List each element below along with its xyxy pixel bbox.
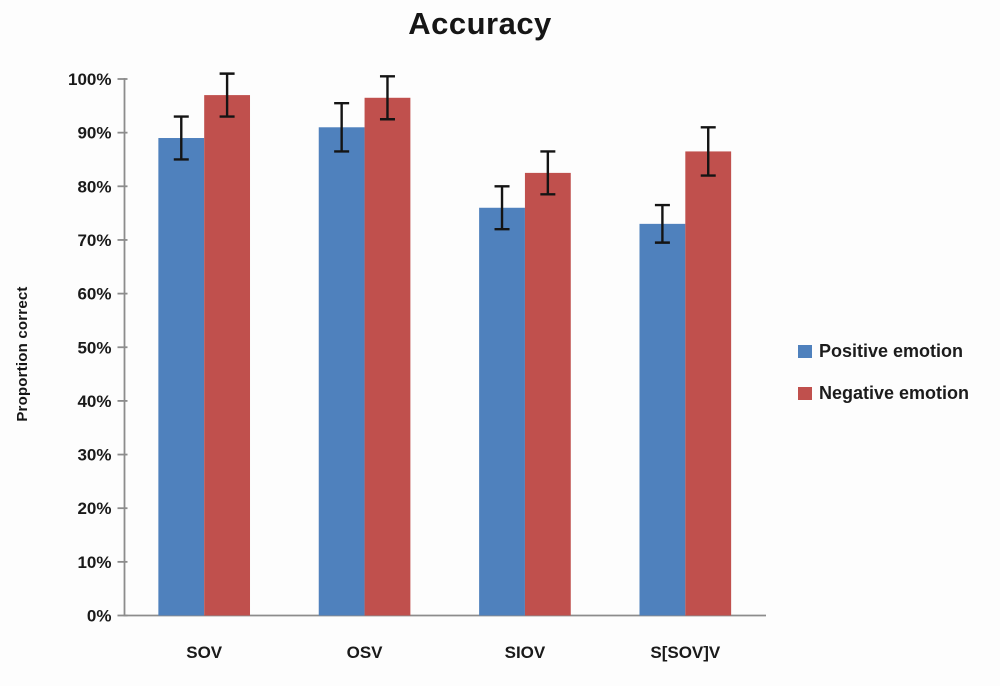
- y-tick-label: 80%: [77, 177, 111, 196]
- y-tick-label: 50%: [77, 338, 111, 357]
- bar-OSV-negative[interactable]: [364, 97, 411, 616]
- bar-OSV-positive[interactable]: [318, 127, 365, 616]
- legend: Positive emotion Negative emotion: [798, 341, 969, 425]
- y-tick-label: 20%: [77, 499, 111, 518]
- bar-S[SOV]V-positive[interactable]: [639, 223, 686, 616]
- legend-entry-positive-emotion[interactable]: Positive emotion: [798, 341, 969, 361]
- y-tick-label: 90%: [77, 124, 111, 143]
- bar-SIOV-negative[interactable]: [524, 172, 571, 616]
- error-bar: [654, 203, 670, 244]
- legend-label-negative: Negative emotion: [819, 382, 970, 403]
- x-category-label-SIOV: SIOV: [505, 643, 546, 662]
- bar-SOV-negative[interactable]: [204, 95, 251, 616]
- y-tick-label: 100%: [68, 70, 111, 89]
- error-bar: [494, 185, 510, 231]
- error-bar: [700, 126, 716, 177]
- error-bar: [334, 101, 350, 153]
- legend-swatch-negative-icon: [798, 386, 812, 400]
- y-tick-label: 40%: [77, 392, 111, 411]
- bar-S[SOV]V-negative[interactable]: [685, 151, 732, 616]
- y-tick-label: 0%: [87, 607, 112, 626]
- x-category-label-OSV: OSV: [347, 643, 384, 662]
- legend-label-positive: Positive emotion: [819, 340, 964, 361]
- error-bar: [540, 150, 556, 196]
- y-tick-label: 30%: [77, 446, 111, 465]
- bar-SOV-positive[interactable]: [158, 138, 205, 616]
- bar-SIOV-positive[interactable]: [479, 207, 525, 616]
- error-bar: [173, 115, 189, 161]
- x-category-label-SOV: SOV: [186, 643, 223, 662]
- y-tick-label: 10%: [77, 553, 111, 572]
- legend-swatch-positive-icon: [798, 344, 812, 358]
- error-bar: [219, 72, 235, 118]
- error-bar: [379, 75, 395, 121]
- x-category-label-S[SOV]V: S[SOV]V: [650, 643, 721, 662]
- chart-title: Accuracy: [408, 6, 552, 41]
- y-tick-label: 60%: [77, 285, 111, 304]
- y-tick-label: 70%: [77, 231, 111, 250]
- legend-entry-negative-emotion[interactable]: Negative emotion: [798, 383, 969, 403]
